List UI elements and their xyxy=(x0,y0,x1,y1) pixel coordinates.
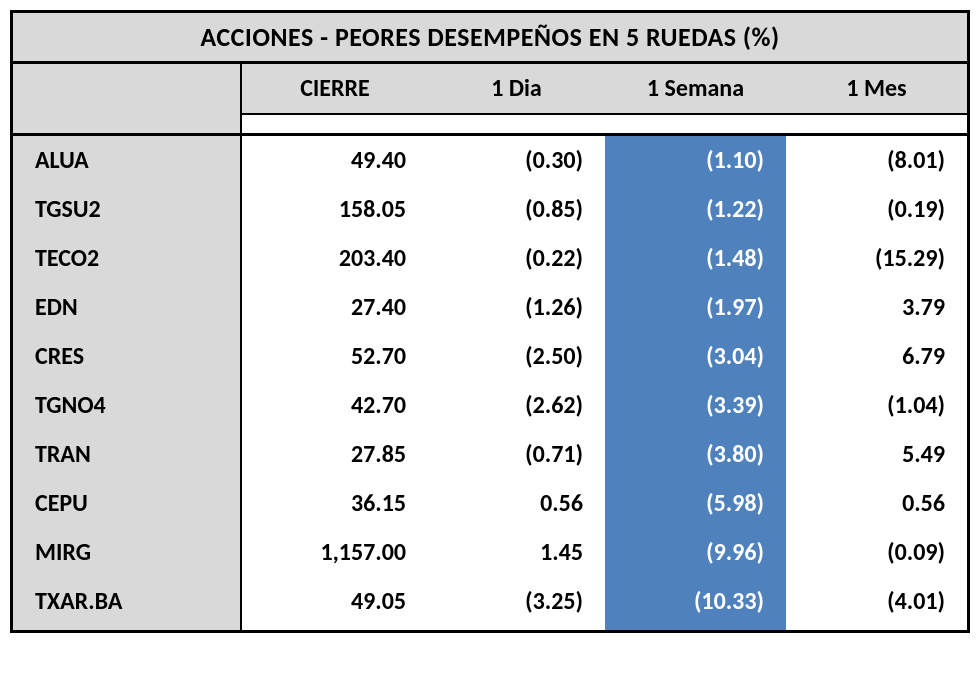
value-cell: (10.33) xyxy=(605,577,786,632)
value-cell: (0.22) xyxy=(428,234,605,283)
value-cell: (1.48) xyxy=(605,234,786,283)
value-cell: (3.25) xyxy=(428,577,605,632)
value-cell: (15.29) xyxy=(786,234,969,283)
value-cell: (0.30) xyxy=(428,135,605,186)
value-cell: (3.04) xyxy=(605,332,786,381)
value-cell: 49.05 xyxy=(241,577,428,632)
value-cell: (9.96) xyxy=(605,528,786,577)
value-cell: 158.05 xyxy=(241,185,428,234)
col-header-1dia: 1 Dia xyxy=(428,63,605,115)
value-cell: 27.85 xyxy=(241,430,428,479)
value-cell: 42.70 xyxy=(241,381,428,430)
table-row: TGSU2158.05(0.85)(1.22)(0.19) xyxy=(12,185,969,234)
ticker-cell: TGSU2 xyxy=(12,185,241,234)
value-cell: (2.62) xyxy=(428,381,605,430)
value-cell: 6.79 xyxy=(786,332,969,381)
table-row: MIRG1,157.001.45(9.96)(0.09) xyxy=(12,528,969,577)
table-row: CRES52.70(2.50)(3.04)6.79 xyxy=(12,332,969,381)
value-cell: 203.40 xyxy=(241,234,428,283)
value-cell: (5.98) xyxy=(605,479,786,528)
ticker-cell: ALUA xyxy=(12,135,241,186)
col-header-cierre: CIERRE xyxy=(241,63,428,115)
value-cell: (0.09) xyxy=(786,528,969,577)
col-header-1semana: 1 Semana xyxy=(605,63,786,115)
value-cell: 1.45 xyxy=(428,528,605,577)
value-cell: (1.26) xyxy=(428,283,605,332)
value-cell: 49.40 xyxy=(241,135,428,186)
value-cell: 36.15 xyxy=(241,479,428,528)
value-cell: 27.40 xyxy=(241,283,428,332)
ticker-cell: MIRG xyxy=(12,528,241,577)
value-cell: (1.04) xyxy=(786,381,969,430)
table-title: ACCIONES - PEORES DESEMPEÑOS EN 5 RUEDAS… xyxy=(12,12,969,63)
table-header-row: CIERRE 1 Dia 1 Semana 1 Mes xyxy=(12,63,969,115)
ticker-cell: TXAR.BA xyxy=(12,577,241,632)
value-cell: 3.79 xyxy=(786,283,969,332)
stocks-table: ACCIONES - PEORES DESEMPEÑOS EN 5 RUEDAS… xyxy=(10,10,970,633)
value-cell: (0.85) xyxy=(428,185,605,234)
table-row: EDN27.40(1.26)(1.97)3.79 xyxy=(12,283,969,332)
ticker-cell: CRES xyxy=(12,332,241,381)
gap-row xyxy=(12,114,969,135)
value-cell: 1,157.00 xyxy=(241,528,428,577)
value-cell: (0.19) xyxy=(786,185,969,234)
table-row: ALUA49.40(0.30)(1.10)(8.01) xyxy=(12,135,969,186)
value-cell: (0.71) xyxy=(428,430,605,479)
value-cell: (8.01) xyxy=(786,135,969,186)
value-cell: 0.56 xyxy=(428,479,605,528)
value-cell: (3.80) xyxy=(605,430,786,479)
ticker-cell: TGNO4 xyxy=(12,381,241,430)
value-cell: (1.10) xyxy=(605,135,786,186)
ticker-cell: TECO2 xyxy=(12,234,241,283)
ticker-cell: CEPU xyxy=(12,479,241,528)
value-cell: (3.39) xyxy=(605,381,786,430)
value-cell: 5.49 xyxy=(786,430,969,479)
table-row: TECO2203.40(0.22)(1.48)(15.29) xyxy=(12,234,969,283)
ticker-cell: EDN xyxy=(12,283,241,332)
col-header-1mes: 1 Mes xyxy=(786,63,969,115)
ticker-cell: TRAN xyxy=(12,430,241,479)
table-row: TGNO442.70(2.62)(3.39)(1.04) xyxy=(12,381,969,430)
table-row: TRAN27.85(0.71)(3.80)5.49 xyxy=(12,430,969,479)
value-cell: (1.22) xyxy=(605,185,786,234)
value-cell: (2.50) xyxy=(428,332,605,381)
header-blank xyxy=(12,63,241,115)
value-cell: (4.01) xyxy=(786,577,969,632)
table-row: CEPU36.150.56(5.98)0.56 xyxy=(12,479,969,528)
value-cell: (1.97) xyxy=(605,283,786,332)
table-row: TXAR.BA49.05(3.25)(10.33)(4.01) xyxy=(12,577,969,632)
value-cell: 52.70 xyxy=(241,332,428,381)
value-cell: 0.56 xyxy=(786,479,969,528)
